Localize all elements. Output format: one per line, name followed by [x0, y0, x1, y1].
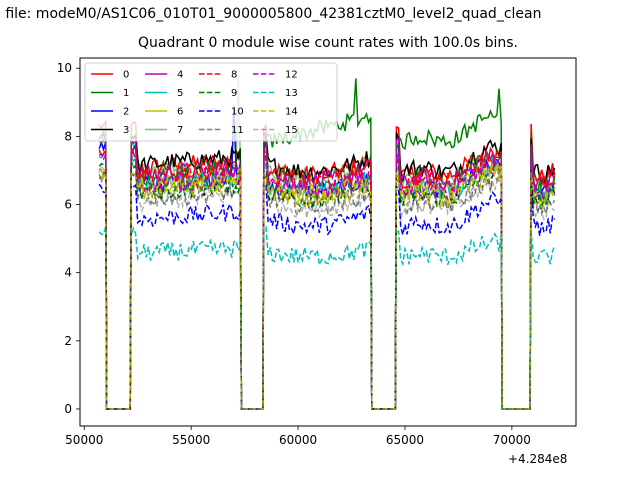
series-line-12: [98, 150, 556, 410]
x-tick-label: 55000: [172, 433, 210, 447]
x-tick-label: 70000: [493, 433, 531, 447]
y-tick-label: 10: [57, 61, 72, 75]
legend-label-5: 5: [177, 88, 183, 99]
legend-label-2: 2: [123, 107, 129, 118]
legend-label-14: 14: [285, 107, 298, 118]
x-axis-offset-label: +4.284e8: [508, 452, 568, 466]
suptitle-text: n file: modeM0/AS1C06_010T01_9000005800_…: [0, 6, 542, 22]
y-ticks: 0 2 4 6 8 10: [57, 61, 80, 416]
plot-frame: [79, 57, 577, 427]
x-tick-label: 60000: [279, 433, 317, 447]
legend-label-4: 4: [177, 70, 183, 81]
series-line-11: [98, 170, 556, 410]
series-line-4: [98, 134, 555, 410]
legend-box: [84, 62, 338, 142]
y-tick-label: 2: [64, 334, 72, 348]
y-tick-label: 4: [64, 266, 72, 280]
y-tick-label: 6: [64, 198, 72, 212]
x-tick-label: 50000: [65, 433, 103, 447]
series-line-8: [98, 147, 556, 410]
series-line-15: [98, 163, 556, 410]
y-tick-label: 8: [64, 129, 72, 143]
series-line-13: [98, 226, 556, 410]
legend-label-10: 10: [231, 107, 244, 118]
legend-label-13: 13: [285, 88, 298, 99]
legend-label-6: 6: [177, 107, 183, 118]
legend-label-9: 9: [231, 88, 237, 99]
legend-label-3: 3: [123, 125, 129, 136]
legend-label-11: 11: [231, 125, 244, 136]
legend-label-7: 7: [177, 125, 183, 136]
x-ticks: 50000 55000 60000 65000 70000: [65, 426, 531, 447]
legend-label-0: 0: [123, 70, 129, 81]
legend-label-1: 1: [123, 88, 129, 99]
legend-label-8: 8: [231, 70, 237, 81]
chart-title: Quadrant 0 module wise count rates with …: [138, 35, 518, 51]
legend-label-12: 12: [285, 70, 298, 81]
x-tick-label: 65000: [386, 433, 424, 447]
series-lines: [98, 78, 556, 410]
series-line-10: [98, 183, 556, 410]
series-line-14: [98, 163, 556, 410]
y-tick-label: 0: [64, 402, 72, 416]
legend-label-15: 15: [285, 125, 298, 136]
